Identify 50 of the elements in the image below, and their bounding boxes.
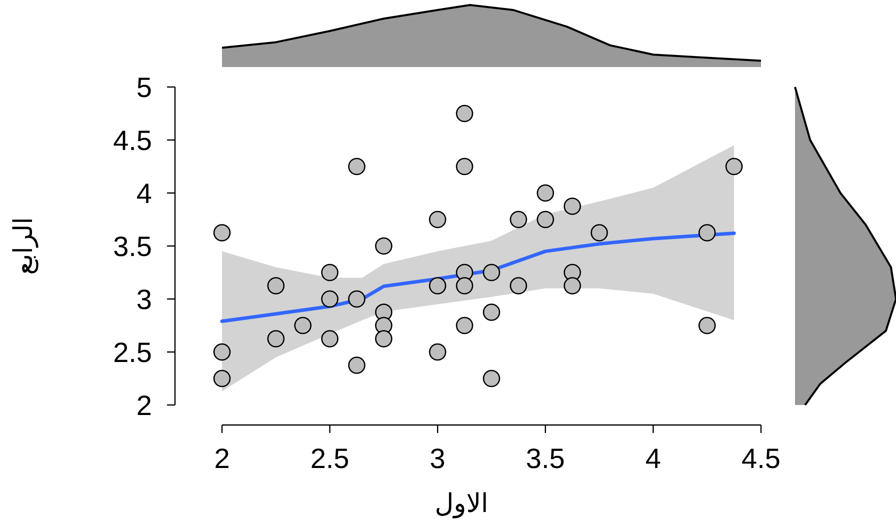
point [510, 277, 528, 294]
point [456, 104, 474, 122]
point [375, 330, 392, 348]
point [428, 277, 446, 294]
point [348, 356, 366, 374]
line-series [220, 232, 736, 324]
point [321, 264, 338, 282]
y-tick-label: 5 [136, 72, 152, 103]
point [456, 316, 474, 334]
point [213, 224, 231, 242]
point [482, 304, 500, 321]
point [510, 210, 528, 228]
y-tick-label: 3.5 [113, 231, 152, 262]
point [456, 277, 474, 294]
point [213, 343, 231, 361]
y-tick-label: 4 [136, 178, 152, 209]
point [564, 277, 581, 294]
point [348, 158, 366, 176]
point [267, 277, 285, 294]
point [725, 158, 743, 176]
point [456, 158, 474, 176]
point [321, 330, 338, 348]
y-axis-title: الرابع [9, 217, 39, 275]
y-tick-label: 4.5 [113, 125, 152, 156]
point [321, 290, 338, 308]
x-tick-label: 2 [214, 443, 230, 474]
x-tick-label: 3 [430, 443, 446, 474]
point [267, 330, 285, 348]
point [482, 264, 500, 282]
x-tick-label: 4.5 [742, 443, 780, 474]
y-tick-label: 2 [136, 390, 152, 421]
x-tick-label: 3.5 [526, 443, 565, 474]
x-axis-title: الاول [434, 489, 488, 519]
point [294, 316, 312, 334]
point [348, 290, 366, 308]
point [536, 184, 554, 202]
point [482, 370, 500, 388]
point [564, 198, 581, 215]
x-tick-label: 4 [645, 443, 661, 474]
point [698, 316, 716, 334]
point [590, 224, 608, 242]
point [536, 210, 554, 228]
x-tick-label: 2.5 [310, 443, 350, 474]
point [698, 224, 716, 242]
point [428, 343, 446, 361]
y-tick-label: 3 [136, 284, 152, 315]
point [213, 370, 231, 388]
point [375, 237, 392, 255]
y-tick-label: 2.5 [113, 337, 152, 368]
point [428, 210, 446, 228]
